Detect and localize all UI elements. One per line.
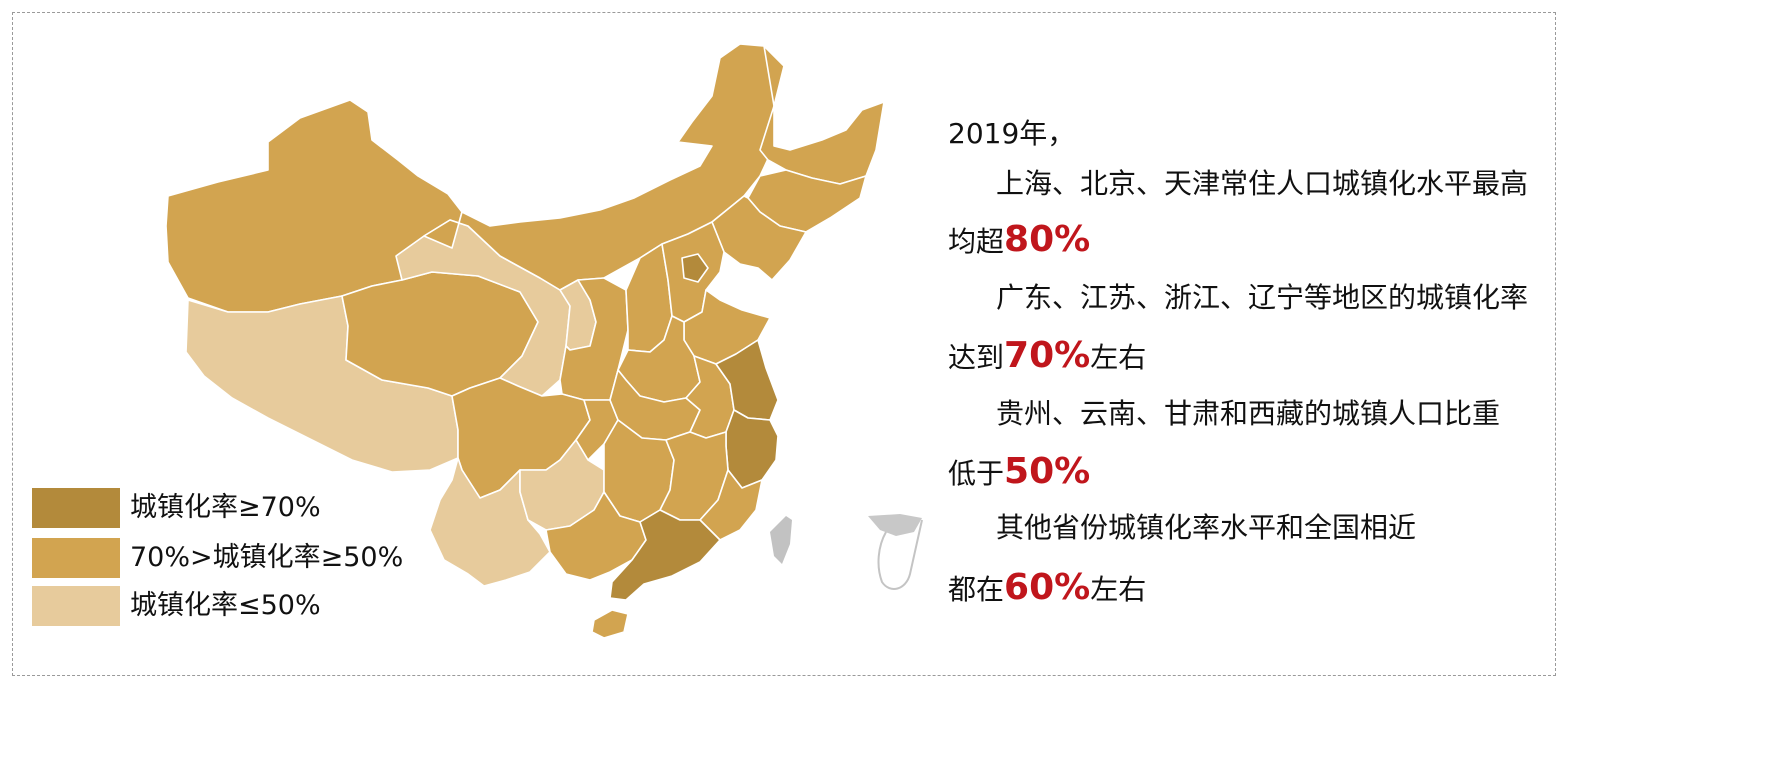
inset-islands-outline xyxy=(877,519,923,590)
para1-line2: 均超80% xyxy=(948,220,1090,262)
para4-line2: 都在60%左右 xyxy=(948,568,1146,610)
para3-line2: 低于50% xyxy=(948,452,1090,494)
para4-suffix: 左右 xyxy=(1090,573,1147,606)
region-guangdong xyxy=(609,509,721,601)
legend-swatch-low xyxy=(32,586,120,626)
para2-value-highlight: 70% xyxy=(1004,335,1091,376)
legend-swatch-high xyxy=(32,488,120,528)
para1-line1: 上海、北京、天津常住人口城镇化水平最高 xyxy=(996,167,1529,200)
para2-suffix: 左右 xyxy=(1090,341,1147,374)
para4-value-highlight: 60% xyxy=(1004,567,1091,608)
legend-swatch-mid xyxy=(32,538,120,578)
para2-line1: 广东、江苏、浙江、辽宁等地区的城镇化率 xyxy=(996,281,1529,314)
para2-prefix: 达到 xyxy=(948,341,1005,374)
para4-line1: 其他省份城镇化率水平和全国相近 xyxy=(996,511,1417,544)
para4-prefix: 都在 xyxy=(948,573,1005,606)
legend-item-high: 城镇化率≥70% xyxy=(32,488,452,528)
legend-item-low: 城镇化率≤50% xyxy=(32,586,452,626)
para3-value-highlight: 50% xyxy=(1004,451,1091,492)
para1-prefix: 均超 xyxy=(948,225,1005,258)
para3-prefix: 低于 xyxy=(948,457,1005,490)
dashed-frame xyxy=(12,12,1556,676)
legend-item-mid: 70%>城镇化率≥50% xyxy=(32,538,452,578)
region-fujian xyxy=(699,469,763,541)
south-china-sea-inset xyxy=(868,514,923,590)
inset-land xyxy=(868,514,922,536)
region-jiangsu xyxy=(715,339,779,421)
region-hainan xyxy=(591,609,629,639)
year-line: 2019年， xyxy=(948,117,1076,150)
para3-line1: 贵州、云南、甘肃和西藏的城镇人口比重 xyxy=(996,397,1501,430)
para2-line2: 达到70%左右 xyxy=(948,336,1146,378)
para1-value-highlight: 80% xyxy=(1004,219,1091,260)
region-beijing xyxy=(681,253,709,283)
taiwan-island xyxy=(770,516,792,564)
legend-label-low: 城镇化率≤50% xyxy=(130,590,321,621)
region-heilongjiang xyxy=(759,45,885,185)
legend-label-high: 城镇化率≥70% xyxy=(130,492,321,523)
legend-label-mid: 70%>城镇化率≥50% xyxy=(130,542,404,573)
